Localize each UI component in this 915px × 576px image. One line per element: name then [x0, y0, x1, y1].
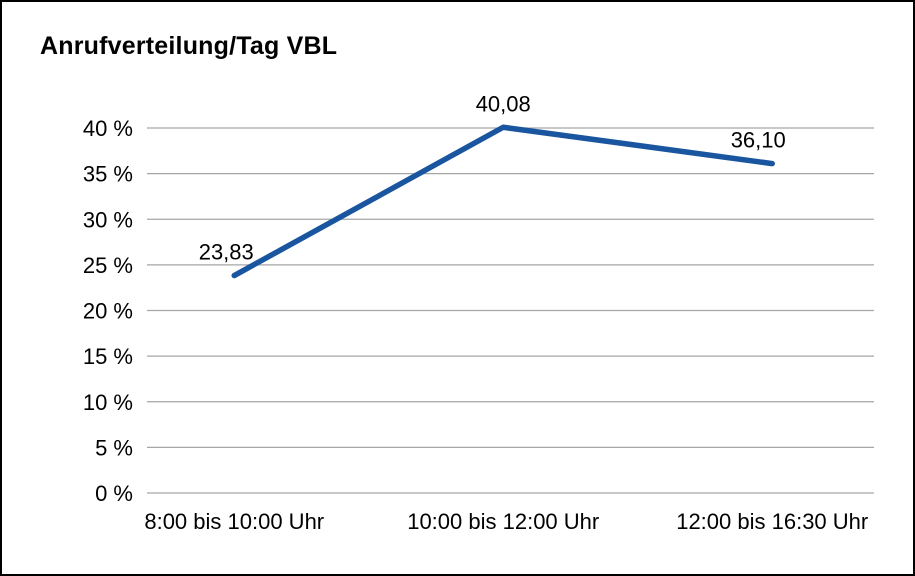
data-point-label: 40,08	[476, 91, 531, 116]
x-axis-label: 12:00 bis 16:30 Uhr	[676, 509, 868, 534]
y-tick-label: 25 %	[83, 253, 133, 278]
y-tick-label: 15 %	[83, 344, 133, 369]
y-tick-label: 35 %	[83, 162, 133, 187]
y-tick-label: 20 %	[83, 299, 133, 324]
chart-title: Anrufverteilung/Tag VBL	[40, 32, 338, 60]
data-line	[231, 124, 775, 279]
y-tick-label: 0 %	[95, 481, 133, 506]
y-tick-label: 40 %	[83, 116, 133, 141]
data-point-label: 23,83	[199, 240, 254, 265]
x-axis-label: 8:00 bis 10:00 Uhr	[144, 509, 324, 534]
data-point-label: 36,10	[731, 128, 786, 153]
y-tick-label: 5 %	[95, 435, 133, 460]
y-tick-label: 10 %	[83, 390, 133, 415]
x-axis-label: 10:00 bis 12:00 Uhr	[407, 509, 599, 534]
y-tick-label: 30 %	[83, 207, 133, 232]
